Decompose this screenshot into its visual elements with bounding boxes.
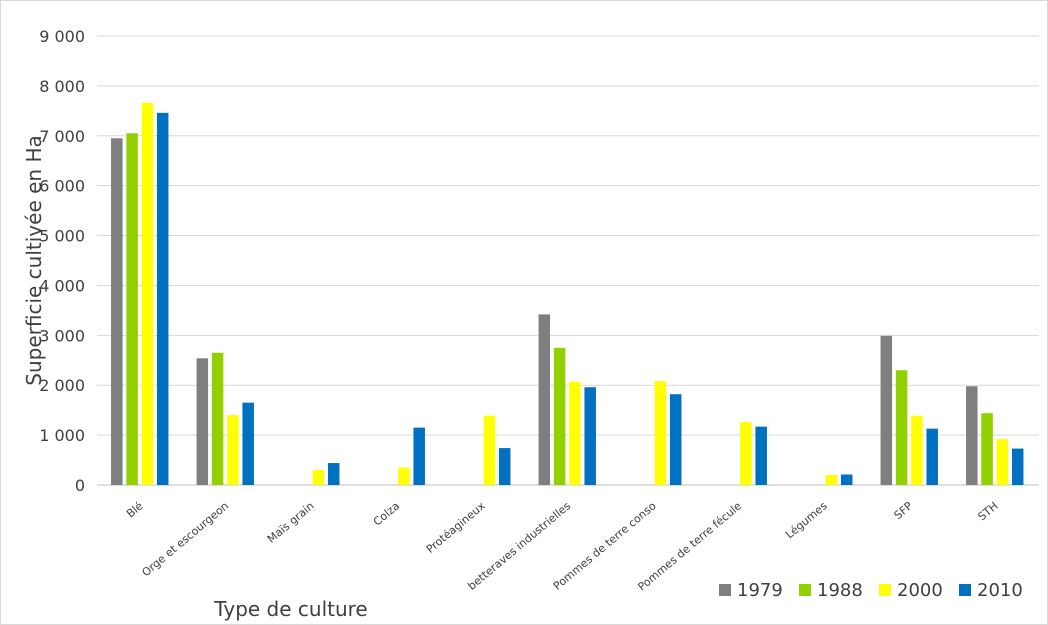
legend-label-1979: 1979: [737, 580, 783, 601]
bar-2000: [569, 381, 581, 485]
y-tick-label: 1 000: [39, 426, 85, 445]
y-tick-label: 7 000: [39, 127, 85, 146]
bar-1979: [111, 138, 123, 485]
bar-2010: [498, 448, 511, 485]
bar-2000: [141, 102, 154, 486]
legend-swatch-2010: [959, 584, 971, 596]
bar-1979: [538, 314, 551, 485]
legend-label-2010: 2010: [977, 580, 1023, 601]
x-tick-label: Colza: [371, 499, 402, 528]
legend: 1979 1988 2000 2010: [719, 580, 1023, 601]
bar-2000: [996, 439, 1009, 485]
bar-1988: [553, 347, 566, 485]
bar-2000: [654, 381, 667, 485]
y-tick-label: 8 000: [39, 77, 85, 96]
y-tick-label: 4 000: [39, 276, 85, 295]
bar-2010: [156, 112, 169, 485]
bar-2000: [740, 422, 752, 485]
bar-2010: [669, 394, 682, 485]
x-tick-label: Orge et escourgeon: [139, 499, 231, 579]
bar-2010: [755, 426, 767, 485]
y-tick-label: 9 000: [39, 27, 85, 46]
bar-2000: [312, 470, 325, 485]
bar-1988: [126, 133, 138, 486]
bar-1979: [196, 358, 209, 485]
bar-2010: [840, 474, 853, 485]
bar-2010: [242, 402, 254, 485]
bar-2000: [398, 467, 410, 485]
legend-swatch-2000: [879, 584, 891, 596]
bar-1988: [981, 413, 993, 485]
legend-label-2000: 2000: [897, 580, 943, 601]
grid-lines: [97, 35, 1039, 486]
x-tick-label: Maïs grain: [265, 499, 317, 545]
y-axis-title: Superficie cultivée en Ha: [22, 135, 46, 385]
bar-2000: [825, 475, 838, 485]
x-axis-title: Type de culture: [213, 597, 368, 621]
bar-2010: [413, 427, 425, 485]
x-tick-label: SFP: [892, 499, 916, 522]
bar-2000: [227, 415, 239, 485]
legend-label-1988: 1988: [817, 580, 863, 601]
legend-swatch-1979: [719, 584, 731, 596]
y-tick-label: 5 000: [39, 227, 85, 246]
y-tick-label: 6 000: [39, 177, 85, 196]
bar-1979: [880, 335, 893, 485]
bars: [111, 102, 1024, 486]
bar-2010: [1011, 448, 1024, 485]
y-tick-label: 2 000: [39, 376, 85, 395]
bar-1979: [966, 386, 978, 485]
x-tick-label: Légumes: [783, 499, 830, 541]
y-tick-label: 3 000: [39, 326, 85, 345]
x-tick-label: Blé: [124, 499, 146, 520]
bar-1988: [211, 352, 224, 485]
x-tick-label: Protéagineux: [424, 499, 488, 556]
bar-2010: [327, 463, 340, 485]
y-tick-label: 0: [75, 476, 85, 495]
legend-swatch-1988: [799, 584, 811, 596]
bar-2000: [483, 415, 496, 485]
y-tick-labels: 0 1 000 2 000 3 000 4 000 5 000 6 000 7 000 8 00…: [39, 27, 85, 495]
bar-2010: [926, 428, 938, 485]
bar-1988: [895, 370, 908, 485]
bar-2010: [584, 387, 596, 485]
bar-2000: [911, 415, 923, 485]
x-tick-label: STH: [975, 499, 1000, 523]
